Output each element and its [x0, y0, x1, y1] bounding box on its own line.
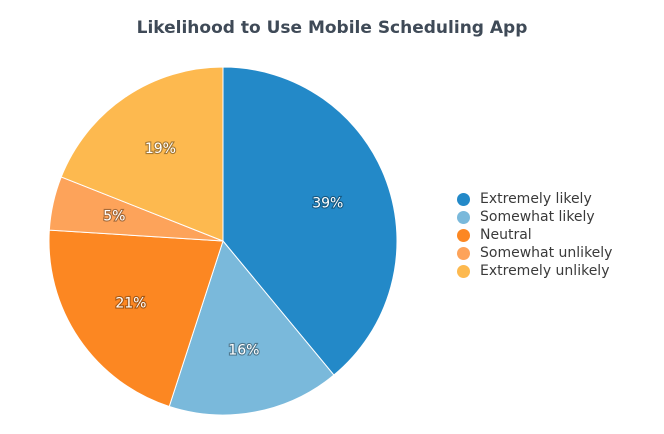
pie-slice-extremely-likely[interactable] [222, 66, 398, 376]
slice-percent-label: 19% [145, 141, 176, 157]
slice-percent-label: 5% [103, 209, 125, 225]
chart-legend: Extremely likely Somewhat likely Neutral… [457, 190, 612, 280]
slice-percent-label: 16% [228, 342, 259, 358]
legend-label: Extremely likely [480, 191, 592, 207]
pie-slice-somewhat-likely[interactable] [168, 239, 335, 416]
legend-swatch [457, 246, 470, 260]
legend-label: Extremely unlikely [480, 263, 610, 279]
legend-label: Neutral [480, 227, 532, 243]
slice-percent-label: 39% [312, 195, 343, 211]
chart-title: Likelihood to Use Mobile Scheduling App [136, 18, 528, 38]
legend-item-somewhat-unlikely[interactable]: Somewhat unlikely [457, 244, 612, 262]
pie-slice-neutral[interactable] [48, 229, 224, 408]
pie-slices [48, 66, 398, 416]
legend-item-extremely-unlikely[interactable]: Extremely unlikely [457, 262, 612, 280]
legend-label: Somewhat unlikely [480, 245, 613, 261]
slice-percent-label: 21% [115, 296, 146, 312]
legend-label: Somewhat likely [480, 209, 595, 225]
legend-swatch [457, 210, 470, 224]
legend-swatch [457, 264, 470, 278]
legend-item-somewhat-likely[interactable]: Somewhat likely [457, 208, 612, 226]
pie-slice-extremely-unlikely[interactable] [60, 66, 224, 242]
legend-item-neutral[interactable]: Neutral [457, 226, 612, 244]
legend-swatch [457, 192, 470, 206]
pie-slice-labels: 39% 16% 21% 5% 19% [102, 140, 344, 360]
legend-swatch [457, 228, 470, 242]
legend-item-extremely-likely[interactable]: Extremely likely [457, 190, 612, 208]
